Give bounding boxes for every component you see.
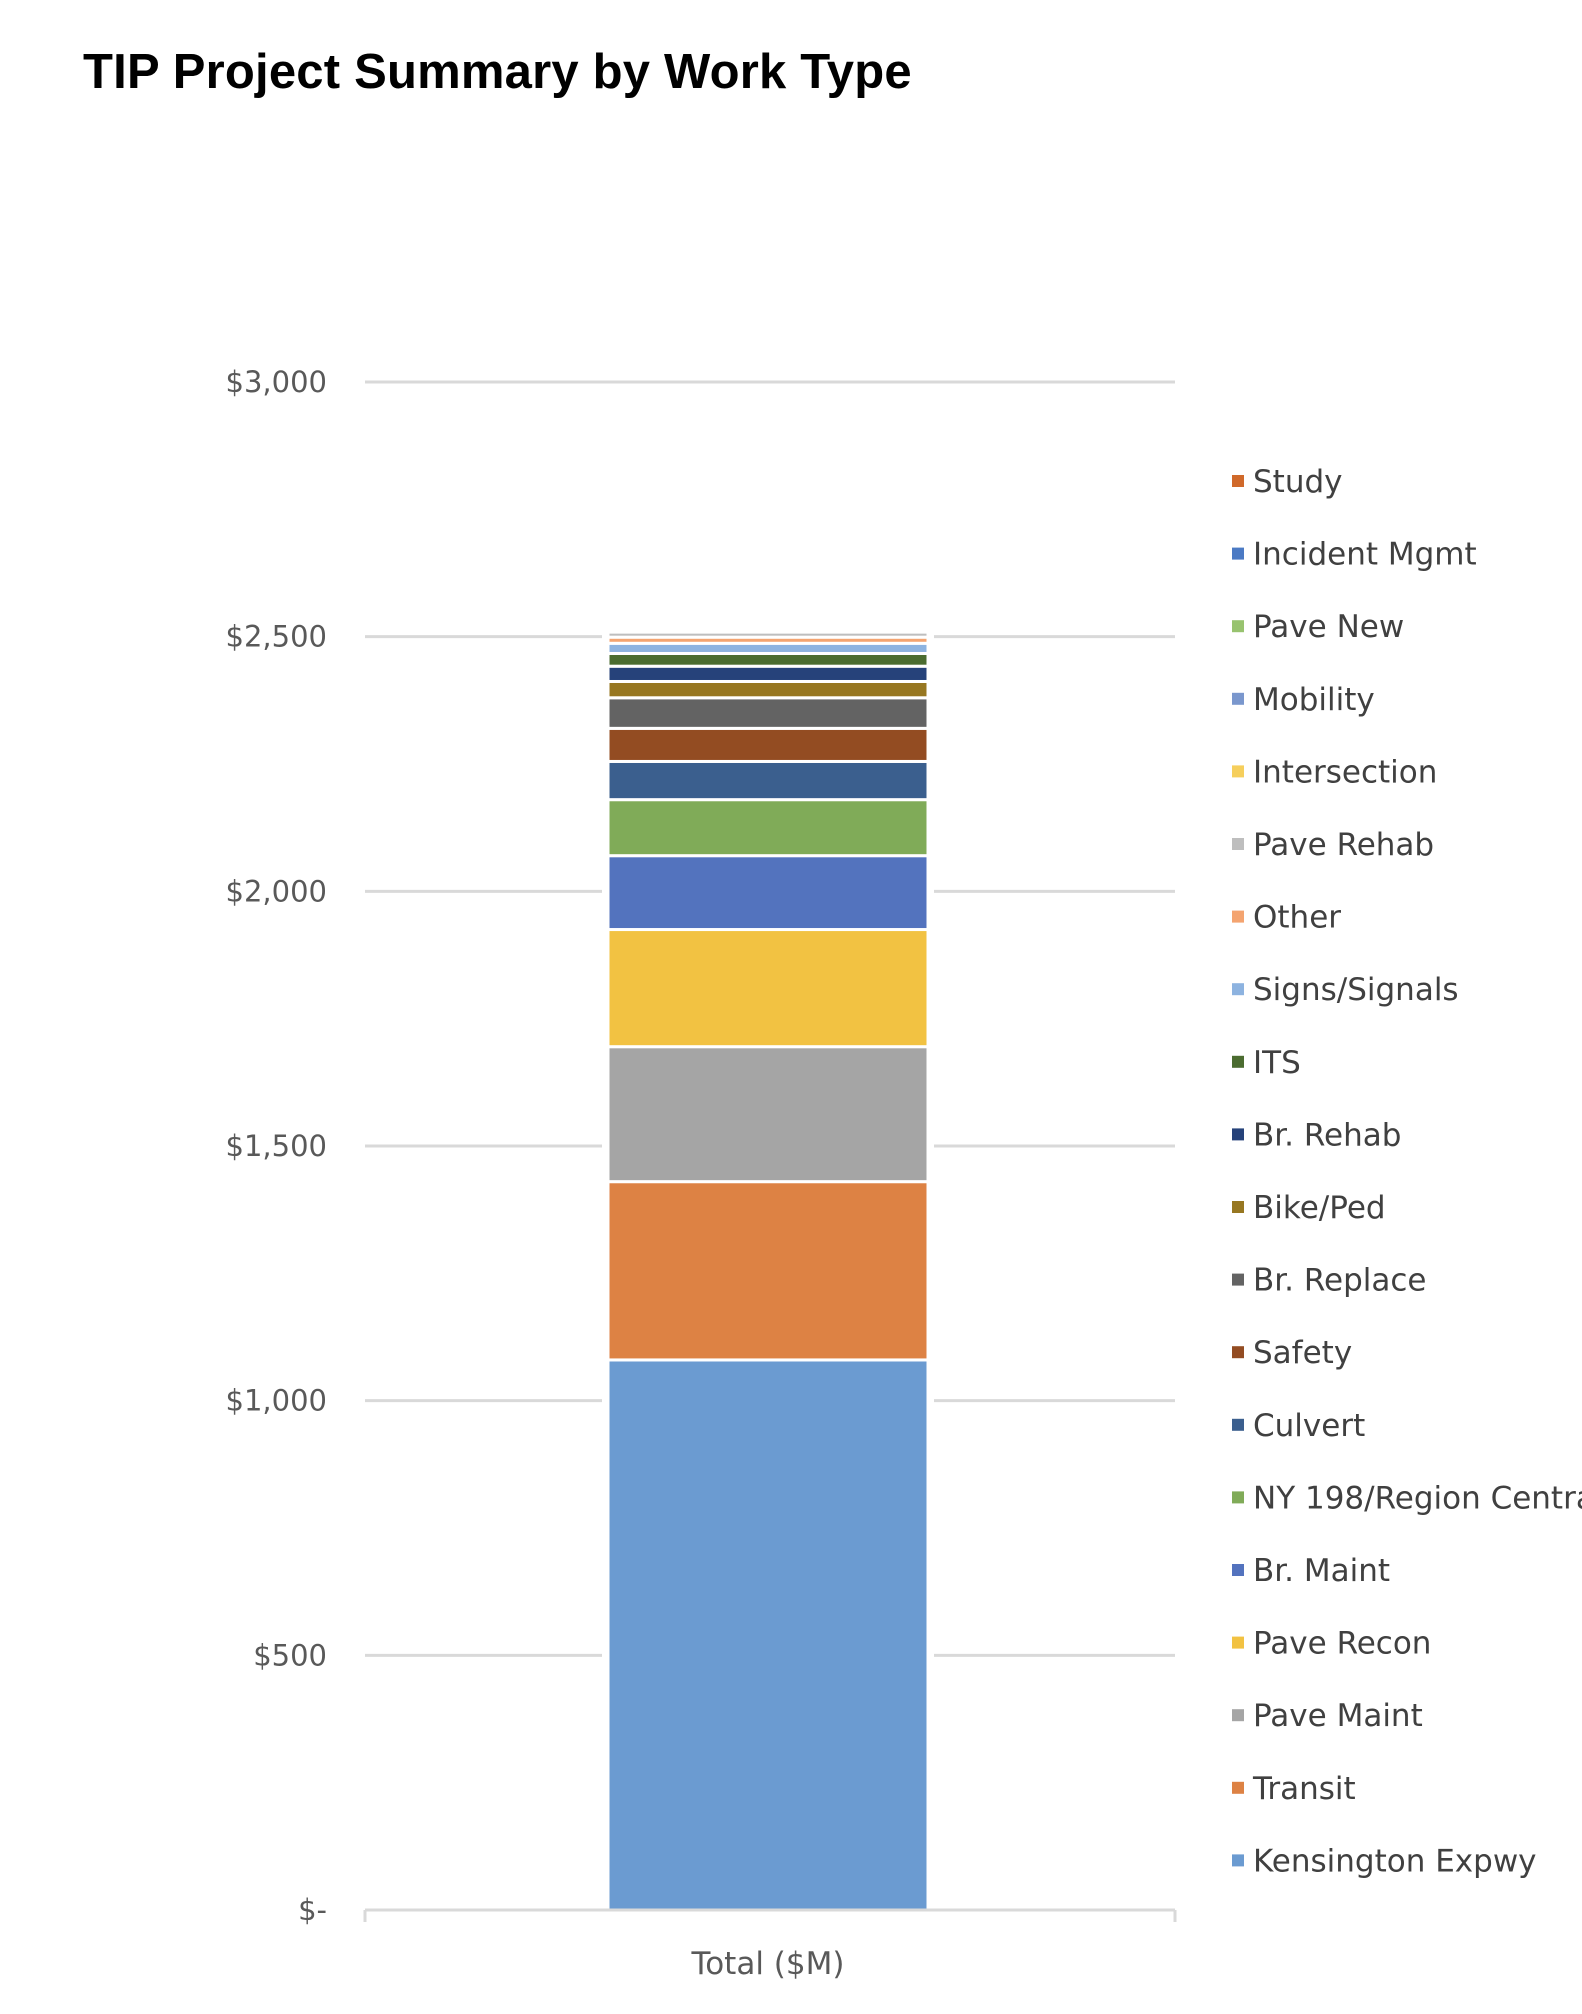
legend-label: Transit — [1252, 1771, 1356, 1807]
y-tick-label: $2,000 — [226, 874, 327, 908]
bar-segment — [606, 651, 930, 668]
legend-label: Safety — [1253, 1335, 1352, 1371]
bar-segment — [606, 759, 930, 802]
bar-segment — [606, 1180, 930, 1362]
bar-segment — [606, 1358, 930, 1912]
legend-label: Pave New — [1253, 609, 1404, 645]
legend-swatch — [1232, 910, 1244, 923]
legend-label: Pave Rehab — [1253, 827, 1434, 863]
legend-swatch — [1232, 1273, 1244, 1286]
legend-swatch — [1232, 1636, 1244, 1649]
bar-segment — [606, 624, 930, 629]
legend-swatch — [1232, 1128, 1244, 1141]
legend-swatch — [1232, 1201, 1244, 1213]
y-tick-label: $500 — [253, 1638, 327, 1672]
legend-label: ITS — [1253, 1045, 1301, 1081]
stacked-bar — [602, 622, 934, 1912]
legend-label: Pave Recon — [1253, 1626, 1431, 1662]
legend-swatch — [1232, 765, 1244, 778]
legend-swatch — [1232, 475, 1244, 487]
bar-segment — [606, 679, 930, 700]
bar-segment — [606, 641, 930, 655]
y-tick-label: $2,500 — [226, 620, 327, 654]
legend-swatch — [1232, 1854, 1244, 1867]
chart-title: TIP Project Summary by Work Type — [83, 45, 912, 99]
bar-segment — [606, 1045, 930, 1184]
x-category-label: Total ($M) — [691, 1946, 845, 1982]
legend-swatch — [1232, 692, 1244, 705]
legend-swatch — [1232, 1055, 1244, 1068]
legend-swatch — [1232, 620, 1244, 633]
legend-swatch — [1232, 1781, 1244, 1794]
legend-label: Mobility — [1253, 682, 1375, 718]
legend-swatch — [1232, 1709, 1244, 1722]
legend-swatch — [1232, 983, 1244, 996]
bar-segment — [606, 696, 930, 730]
legend-label: Pave Maint — [1253, 1698, 1423, 1734]
bar-segment — [606, 854, 930, 932]
legend-swatch — [1232, 1418, 1244, 1431]
legend: Study Incident Mgmt Pave New Mobility Inters… — [1232, 464, 1582, 1879]
legend-label: Br. Replace — [1253, 1263, 1427, 1299]
bar-segment — [606, 664, 930, 683]
legend-label: Intersection — [1253, 754, 1437, 790]
legend-label: Study — [1253, 464, 1343, 500]
y-tick-label: $3,000 — [226, 365, 327, 399]
legend-swatch — [1232, 1564, 1244, 1576]
legend-label: Other — [1253, 900, 1341, 936]
y-tick-label: $1,000 — [226, 1384, 327, 1418]
legend-swatch — [1232, 547, 1244, 560]
legend-label: Bike/Ped — [1253, 1190, 1386, 1226]
y-axis: $- $500 $1,000 $1,500 $2,000 $2,500 $3,000 — [226, 365, 327, 1927]
bar-segment — [606, 928, 930, 1049]
x-axis: Total ($M) — [363, 1908, 1177, 1982]
legend-label: Kensington Expwy — [1253, 1843, 1537, 1879]
y-tick-label: $1,500 — [226, 1129, 327, 1163]
legend-label: Signs/Signals — [1253, 972, 1459, 1008]
bar-segment — [606, 726, 930, 763]
legend-label: Culvert — [1253, 1408, 1365, 1444]
legend-swatch — [1232, 1491, 1244, 1504]
bar-segment — [606, 798, 930, 858]
legend-label: Incident Mgmt — [1253, 537, 1477, 573]
legend-label: Br. Maint — [1253, 1553, 1390, 1589]
legend-swatch — [1232, 1346, 1244, 1359]
legend-label: NY 198/Region Central — [1253, 1480, 1582, 1516]
legend-label: Br. Rehab — [1253, 1117, 1401, 1153]
y-tick-label: $- — [298, 1893, 327, 1927]
legend-swatch — [1232, 838, 1244, 850]
